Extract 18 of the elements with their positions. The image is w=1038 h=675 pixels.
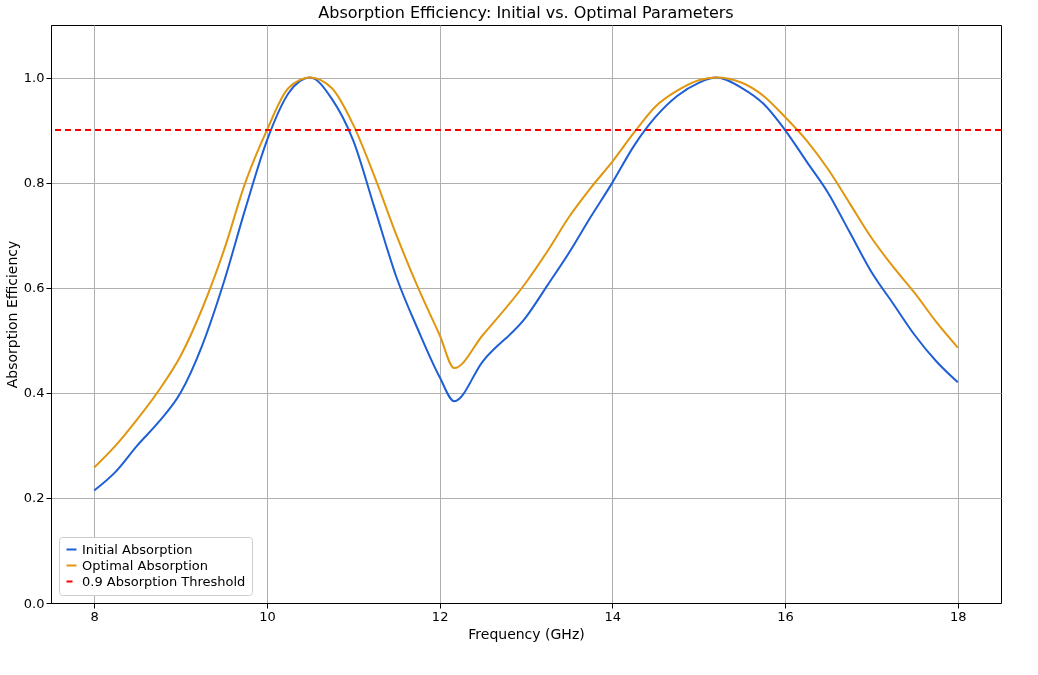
x-axis-title: Frequency (GHz) [468, 625, 585, 642]
x-tick-label: 18 [950, 608, 967, 624]
legend-label: 0.9 Absorption Threshold [82, 573, 246, 589]
x-tick-label: 10 [259, 608, 276, 624]
y-tick-label: 0.6 [23, 280, 45, 296]
y-tick-label: 0.4 [23, 385, 45, 401]
legend-label: Optimal Absorption [82, 557, 208, 573]
y-tick-label: 0.8 [23, 175, 45, 191]
x-tick-label: 16 [777, 608, 794, 624]
x-tick-label: 14 [604, 608, 622, 624]
x-tick-label: 8 [90, 608, 99, 624]
chart-title: Absorption Efficiency: Initial vs. Optimal Parameters [318, 3, 734, 22]
y-axis-title: Absorption Efficiency [3, 240, 20, 389]
y-tick-label: 1.0 [23, 70, 45, 86]
y-tick-label: 0.2 [23, 490, 45, 506]
legend-label: Initial Absorption [82, 541, 193, 557]
y-tick-label: 0.0 [23, 595, 45, 611]
x-tick-label: 12 [431, 608, 449, 624]
